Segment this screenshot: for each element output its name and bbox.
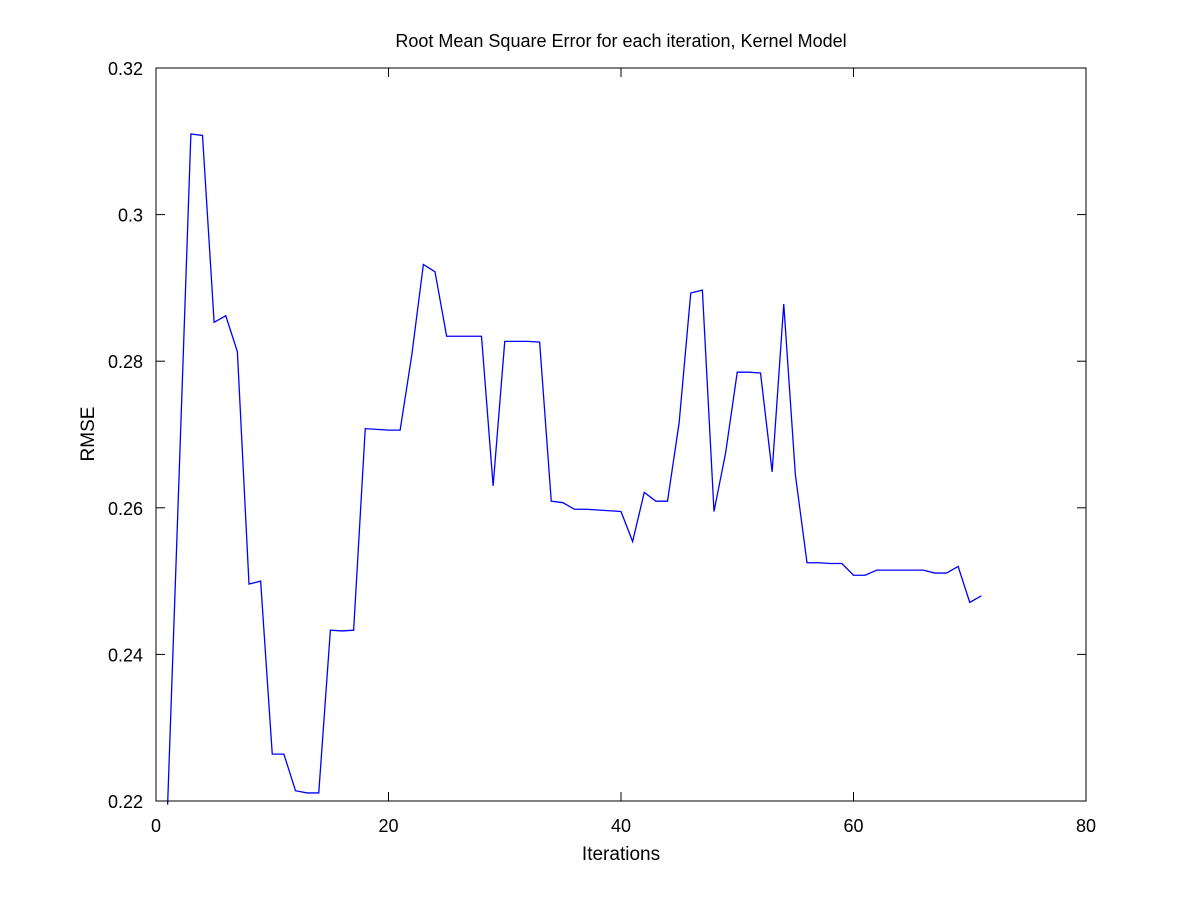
chart-title: Root Mean Square Error for each iteratio… — [395, 31, 846, 51]
x-tick-label: 40 — [611, 816, 631, 836]
y-tick-label: 0.24 — [108, 645, 143, 665]
x-tick-label: 60 — [843, 816, 863, 836]
x-tick-label: 20 — [378, 816, 398, 836]
x-axis-label: Iterations — [582, 844, 660, 865]
y-axis-label: RMSE — [78, 407, 99, 462]
y-tick-label: 0.3 — [118, 206, 143, 226]
series-line — [166, 133, 982, 805]
y-tick-label: 0.28 — [108, 352, 143, 372]
y-tick-label: 0.22 — [108, 792, 143, 812]
axis-ticks — [155, 67, 1087, 802]
plot-frame — [155, 67, 1087, 802]
x-tick-label: 80 — [1076, 816, 1096, 836]
y-tick-label: 0.32 — [108, 59, 143, 79]
y-tick-label: 0.26 — [108, 499, 143, 519]
axis-tick-labels: 0 20 40 60 80 0.22 0.24 0.26 0.28 0.3 0.32 — [108, 59, 1096, 836]
x-tick-label: 0 — [151, 816, 161, 836]
